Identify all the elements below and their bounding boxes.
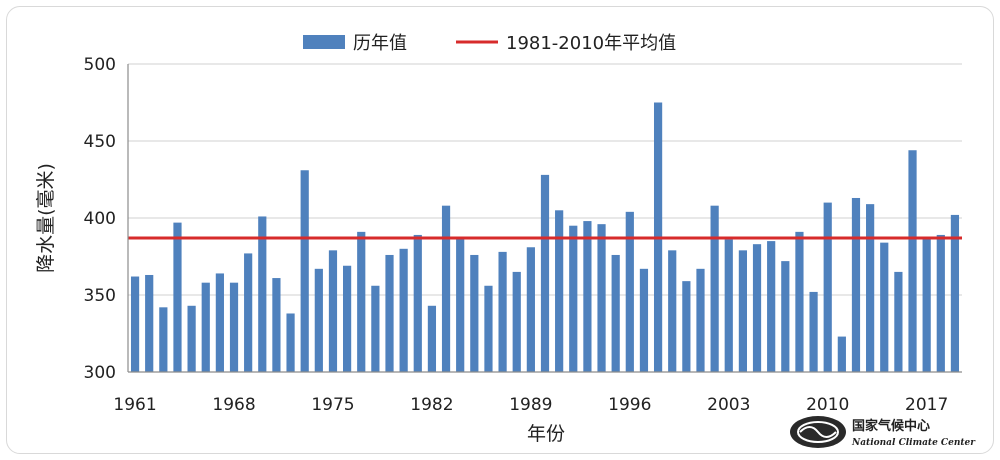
bar-1975 (328, 250, 338, 372)
bar-2002 (710, 205, 719, 372)
bar-2001 (696, 268, 705, 372)
bar-2018 (936, 234, 945, 372)
y-tick-350: 350 (84, 286, 116, 306)
bar-2007 (781, 261, 790, 372)
legend: 历年值 1981-2010年平均值 (303, 33, 676, 54)
x-tick-labels: 1961 1968 1975 1982 1989 1996 2003 2010 2017 (113, 395, 948, 415)
bar-2012 (851, 197, 861, 372)
bar-1963 (159, 307, 168, 372)
y-tick-450: 450 (84, 132, 116, 152)
bar-1964 (173, 222, 182, 372)
x-tick-1968: 1968 (212, 395, 255, 415)
legend-label-bars: 历年值 (353, 33, 407, 54)
bar-1993 (583, 221, 592, 372)
bar-1969 (244, 253, 253, 372)
bar-2014 (880, 242, 889, 372)
x-tick-2010: 2010 (806, 395, 849, 415)
bar-2004 (738, 250, 747, 372)
bar-2019 (950, 214, 960, 372)
bar-2005 (752, 244, 762, 372)
bar-2011 (837, 336, 846, 372)
bar-2017 (922, 238, 931, 372)
bar-2010 (823, 202, 832, 372)
bar-1991 (555, 210, 564, 372)
bar-2016 (908, 150, 917, 372)
bar-1971 (272, 278, 281, 372)
bar-1994 (597, 224, 606, 372)
x-tick-2003: 2003 (707, 395, 750, 415)
bar-1966 (201, 282, 210, 372)
bar-1976 (343, 265, 352, 372)
x-tick-1982: 1982 (410, 395, 453, 415)
bar-1984 (456, 238, 465, 372)
y-tick-500: 500 (84, 55, 116, 75)
bar-2013 (866, 204, 875, 372)
bar-1968 (229, 282, 239, 372)
bar-1985 (470, 254, 479, 372)
bars (130, 102, 960, 372)
x-tick-1996: 1996 (608, 395, 651, 415)
bar-1970 (258, 216, 267, 372)
bar-1982 (427, 305, 437, 372)
bar-2008 (795, 231, 804, 372)
bar-1962 (145, 274, 154, 372)
bar-2009 (809, 291, 818, 372)
bar-1999 (668, 250, 677, 372)
x-tick-1961: 1961 (113, 395, 156, 415)
x-tick-1989: 1989 (509, 395, 552, 415)
bar-1980 (399, 248, 408, 372)
bar-1990 (540, 174, 550, 372)
bar-1978 (371, 285, 380, 372)
bar-1977 (357, 231, 366, 372)
bar-1988 (512, 271, 521, 372)
bar-1983 (441, 205, 451, 372)
y-tick-400: 400 (84, 209, 116, 229)
bar-1992 (569, 225, 578, 372)
national-climate-center-logo: 国家气候中心 National Climate Center (790, 416, 976, 448)
bar-1996 (625, 211, 634, 372)
bar-1972 (286, 313, 295, 372)
bar-1974 (314, 268, 323, 372)
bar-1986 (484, 285, 493, 372)
bar-1995 (611, 254, 620, 372)
y-tick-300: 300 (84, 363, 116, 383)
y-tick-labels: 300 350 400 450 500 (84, 55, 116, 383)
bar-1987 (498, 251, 507, 372)
bar-2003 (724, 239, 733, 372)
logo-name-cn: 国家气候中心 (852, 418, 930, 434)
bar-1973 (300, 170, 309, 372)
logo-name-en: National Climate Center (851, 438, 976, 448)
bar-1961 (130, 276, 140, 372)
bar-1965 (187, 305, 196, 372)
x-tick-1975: 1975 (311, 395, 354, 415)
bar-2000 (682, 281, 691, 372)
y-axis-title: 降水量(毫米) (35, 163, 57, 273)
x-tick-2017: 2017 (905, 395, 948, 415)
legend-swatch-bars (303, 35, 345, 49)
legend-label-average: 1981-2010年平均值 (506, 33, 676, 54)
x-axis-title: 年份 (527, 423, 565, 445)
bar-1989 (526, 247, 535, 372)
bar-2006 (767, 241, 776, 372)
bar-1979 (385, 254, 394, 372)
bar-1997 (639, 268, 649, 372)
bar-1981 (413, 234, 422, 372)
bar-2015 (894, 271, 903, 372)
bar-1967 (215, 273, 224, 372)
